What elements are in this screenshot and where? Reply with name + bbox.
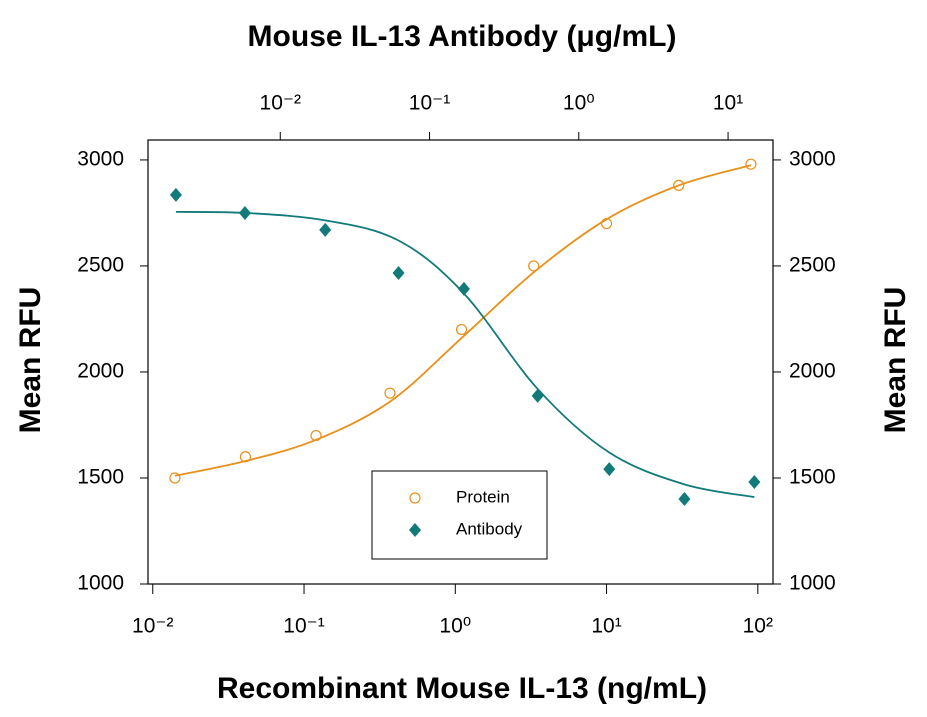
y-axis-label: Mean RFU — [14, 287, 47, 434]
plot-frame — [147, 139, 774, 585]
legend-marker — [409, 523, 421, 537]
x-tick-label: 10² — [743, 615, 773, 638]
y-tick-label: 2000 — [77, 360, 124, 383]
legend-box — [371, 470, 548, 560]
y-tick-label: 3000 — [77, 147, 124, 170]
data-point — [169, 472, 181, 484]
data-point — [600, 217, 613, 230]
x2-tick-label: 10⁰ — [563, 92, 595, 115]
chart-title: Mouse IL-13 Antibody (μg/mL) — [248, 20, 677, 53]
data-point — [239, 451, 252, 463]
legend-marker — [409, 492, 421, 504]
fit-curve — [174, 164, 752, 477]
data-point — [673, 179, 685, 191]
y-tick-label: 1500 — [77, 466, 124, 489]
x-tick-label: 10⁰ — [439, 615, 471, 638]
data-point — [238, 205, 251, 220]
data-point — [169, 187, 182, 202]
legend-label: Antibody — [456, 519, 523, 538]
data-point — [678, 491, 691, 506]
x2-tick-label: 10⁻¹ — [409, 92, 450, 115]
x-axis-label: Recombinant Mouse IL-13 (ng/mL) — [217, 672, 707, 705]
y2-tick-label: 2500 — [789, 253, 836, 276]
x2-tick-label: 10⁻² — [260, 92, 301, 115]
y2-tick-label: 1000 — [789, 572, 836, 595]
x-tick-label: 10⁻¹ — [283, 615, 324, 638]
x2-tick-label: 10¹ — [713, 92, 743, 115]
data-point — [319, 222, 332, 237]
data-point — [455, 323, 468, 336]
data-point — [457, 281, 470, 296]
y2-tick-label: 2000 — [789, 360, 836, 383]
x-tick-label: 10⁻² — [132, 615, 173, 638]
data-point — [310, 429, 322, 442]
y2-tick-label: 1500 — [789, 466, 836, 489]
y2-tick-label: 3000 — [789, 147, 836, 170]
data-point — [384, 387, 396, 399]
fit-curve — [175, 210, 755, 498]
legend-label: Protein — [456, 487, 510, 506]
data-point — [531, 388, 544, 403]
y2-axis-label: Mean RFU — [879, 287, 912, 434]
data-point — [392, 265, 405, 280]
y-tick-label: 2500 — [77, 253, 124, 276]
y-tick-label: 1000 — [77, 572, 124, 595]
x-tick-label: 10¹ — [591, 615, 621, 638]
data-point — [745, 158, 757, 170]
data-point — [603, 462, 616, 477]
data-point — [748, 475, 761, 490]
data-point — [528, 260, 540, 272]
